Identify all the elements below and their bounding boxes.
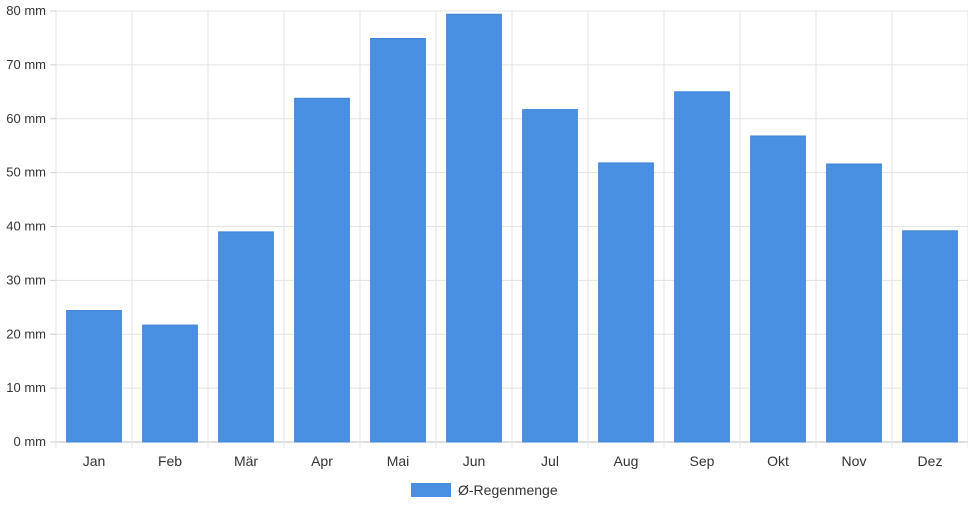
y-tick-label: 0 mm: [14, 434, 47, 449]
legend-label-regenmenge[interactable]: Ø-Regenmenge: [458, 482, 558, 498]
legend-swatch-regenmenge[interactable]: [411, 483, 451, 497]
legend[interactable]: Ø-Regenmenge: [411, 482, 558, 498]
y-tick-label: 70 mm: [6, 57, 46, 72]
y-tick-label: 40 mm: [6, 219, 46, 234]
x-tick-label: Mär: [234, 453, 258, 469]
bar-aug[interactable]: [598, 162, 654, 443]
y-tick-label: 60 mm: [6, 111, 46, 126]
bar-nov[interactable]: [826, 163, 882, 443]
x-tick-label: Dez: [918, 453, 943, 469]
bar-okt[interactable]: [750, 135, 806, 443]
x-tick-label: Aug: [614, 453, 639, 469]
bar-feb[interactable]: [142, 324, 198, 443]
x-tick-label: Nov: [842, 453, 867, 469]
x-tick-label: Jun: [463, 453, 486, 469]
bar-jun[interactable]: [446, 13, 502, 443]
y-tick-label: 80 mm: [6, 3, 46, 18]
bar-mai[interactable]: [370, 37, 426, 443]
x-tick-label: Apr: [311, 453, 333, 469]
bar-dez[interactable]: [902, 230, 958, 443]
bar-mär[interactable]: [218, 231, 274, 443]
bar-jul[interactable]: [522, 109, 578, 443]
x-tick-label: Jan: [83, 453, 106, 469]
x-tick-label: Jul: [541, 453, 559, 469]
y-tick-label: 10 mm: [6, 380, 46, 395]
bar-sep[interactable]: [674, 91, 730, 443]
x-tick-label: Okt: [767, 453, 789, 469]
axes: 0 mm 10 mm 20 mm 30 mm 40 mm 50 mm 60 mm 70 mm 8…: [6, 3, 942, 469]
y-tick-label: 50 mm: [6, 165, 46, 180]
bar-jan[interactable]: [66, 310, 122, 443]
x-tick-label: Mai: [387, 453, 410, 469]
bars: [66, 13, 958, 443]
x-tick-label: Sep: [690, 453, 715, 469]
grid-lines: [55, 10, 968, 448]
x-tick-label: Feb: [158, 453, 182, 469]
y-tick-label: 20 mm: [6, 326, 46, 341]
y-tick-label: 30 mm: [6, 272, 46, 287]
bar-apr[interactable]: [294, 97, 350, 443]
